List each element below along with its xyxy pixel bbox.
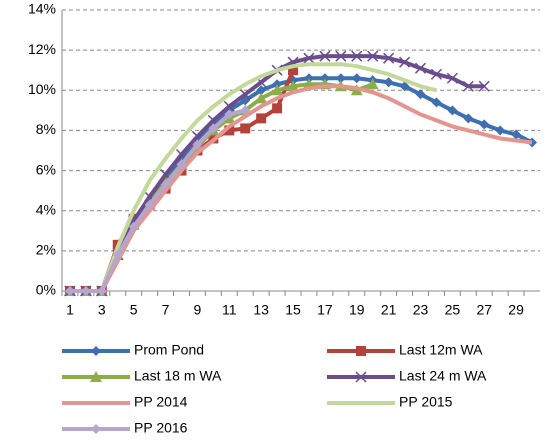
y-tick-label: 6% — [36, 161, 56, 177]
x-tick-label: 7 — [162, 302, 170, 318]
y-tick-label: 8% — [36, 121, 56, 137]
data-point — [128, 221, 139, 232]
data-point — [176, 159, 187, 170]
series-line — [69, 76, 533, 293]
legend-marker — [90, 371, 102, 382]
series-line — [69, 84, 533, 293]
data-point — [431, 97, 442, 108]
legend-marker — [91, 424, 101, 434]
legend-label: PP 2014 — [134, 394, 188, 410]
legend-label: Last 18 m WA — [134, 368, 222, 384]
data-point — [430, 68, 442, 80]
data-point — [399, 81, 410, 92]
data-point — [224, 109, 235, 120]
data-point — [96, 286, 107, 296]
data-point — [511, 129, 522, 140]
x-tick-label: 25 — [445, 302, 461, 318]
data-point — [414, 62, 427, 74]
x-tick-label: 15 — [285, 302, 301, 318]
x-tick-label: 3 — [98, 302, 106, 318]
data-point — [319, 50, 331, 62]
data-point — [351, 50, 363, 62]
data-point — [224, 125, 235, 136]
data-point — [478, 80, 490, 92]
legend-label: PP 2016 — [134, 420, 188, 436]
data-point — [351, 73, 362, 84]
data-point — [256, 113, 267, 124]
data-point — [399, 56, 411, 68]
x-tick-label: 27 — [476, 302, 492, 318]
x-tick-label: 19 — [349, 302, 365, 318]
data-point — [366, 78, 379, 90]
legend-label: Last 24 m WA — [399, 368, 487, 384]
data-point — [367, 50, 379, 62]
x-tick-label: 11 — [222, 302, 237, 318]
data-point — [272, 79, 283, 90]
data-point — [415, 89, 426, 100]
data-point — [255, 92, 268, 104]
data-point — [288, 65, 299, 76]
data-point — [271, 84, 284, 96]
y-tick-label: 4% — [36, 201, 56, 217]
data-point — [463, 113, 474, 124]
data-point — [335, 73, 346, 84]
x-tick-label: 1 — [66, 302, 74, 318]
y-tick-label: 0% — [36, 282, 56, 298]
data-point — [303, 52, 315, 64]
x-tick-label: 9 — [194, 302, 202, 318]
data-point — [240, 105, 251, 116]
data-point — [303, 73, 314, 84]
data-point — [240, 123, 251, 134]
legend-label: Last 12m WA — [399, 342, 483, 358]
x-tick-label: 29 — [508, 302, 524, 318]
data-point — [208, 123, 219, 134]
legend-marker — [355, 371, 367, 383]
legend-label: Prom Pond — [134, 342, 204, 358]
series-line — [69, 62, 437, 293]
data-point — [223, 100, 235, 112]
data-point — [239, 88, 251, 100]
y-tick-label: 14% — [28, 1, 56, 17]
legend-marker — [91, 346, 101, 356]
data-point — [287, 80, 300, 92]
data-point — [80, 286, 91, 296]
data-point — [462, 80, 474, 92]
legend-marker — [356, 346, 366, 356]
data-point — [383, 52, 395, 64]
x-tick-label: 23 — [413, 302, 429, 318]
data-point — [256, 85, 267, 96]
data-point — [319, 73, 330, 84]
data-point — [335, 50, 347, 62]
data-point — [272, 103, 283, 114]
data-point — [447, 105, 458, 116]
y-tick-label: 2% — [36, 242, 56, 258]
x-tick-label: 5 — [130, 302, 138, 318]
series-line — [69, 69, 295, 293]
data-point — [479, 119, 490, 130]
x-tick-label: 21 — [381, 302, 397, 318]
data-point — [192, 139, 203, 150]
data-point — [495, 125, 506, 136]
data-point — [112, 249, 123, 260]
data-point — [446, 72, 458, 84]
data-point — [383, 77, 394, 88]
x-tick-label: 13 — [253, 302, 269, 318]
data-point — [160, 179, 171, 190]
data-point — [144, 199, 155, 210]
y-tick-label: 10% — [28, 81, 56, 97]
legend-label: PP 2015 — [399, 394, 453, 410]
data-point — [64, 286, 75, 296]
y-tick-label: 12% — [28, 41, 56, 57]
x-tick-label: 17 — [317, 302, 333, 318]
